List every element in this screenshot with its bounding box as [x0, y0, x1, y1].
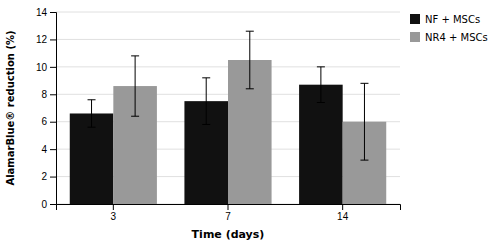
legend: NF + MSCs NR4 + MSCs — [410, 14, 488, 43]
y-tick-label: 10 — [36, 62, 48, 73]
y-axis: 0 2 4 6 8 10 12 14 — [36, 7, 57, 210]
y-tick-mark — [50, 12, 56, 13]
legend-item: NF + MSCs — [410, 14, 480, 25]
y-tick: 14 — [36, 7, 56, 18]
y-tick-label: 0 — [41, 199, 47, 210]
error-cap — [246, 88, 254, 89]
x-tick: 3 — [111, 204, 117, 222]
y-tick: 12 — [36, 34, 56, 45]
y-axis-title: AlamarBlue® reduction (%) — [5, 30, 16, 185]
error-bar — [206, 78, 207, 125]
y-tick-mark — [50, 39, 56, 40]
legend-label: NR4 + MSCs — [425, 32, 488, 43]
error-bar — [249, 31, 250, 89]
error-cap — [317, 66, 325, 67]
x-tick: 14 — [337, 204, 349, 222]
bar — [299, 85, 343, 204]
y-tick-mark — [50, 122, 56, 123]
x-axis-line — [57, 205, 401, 211]
marks — [70, 31, 386, 204]
x-tick-label: 3 — [111, 211, 117, 222]
y-tick-mark — [50, 67, 56, 68]
error-cap — [131, 55, 139, 56]
x-tick-mark — [228, 204, 229, 210]
y-tick: 6 — [41, 116, 56, 127]
error-cap — [131, 116, 139, 117]
error-cap — [88, 127, 96, 128]
y-tick: 4 — [41, 144, 56, 155]
error-cap — [317, 102, 325, 103]
y-tick-label: 14 — [36, 7, 48, 18]
error-bar — [135, 56, 136, 116]
grid-line — [56, 12, 400, 13]
y-tick-mark — [50, 204, 56, 205]
legend-item: NR4 + MSCs — [410, 32, 488, 43]
error-bars — [131, 31, 368, 160]
legend-swatch — [410, 32, 420, 42]
y-tick-mark — [50, 149, 56, 150]
x-axis-title: Time (days) — [192, 228, 265, 241]
legend-label: NF + MSCs — [425, 14, 480, 25]
y-tick-label: 4 — [41, 144, 47, 155]
error-cap — [360, 83, 368, 84]
plot: 3 7 14 0 2 4 6 8 10 12 14 — [36, 7, 401, 222]
error-cap — [246, 31, 254, 32]
legend-swatch — [410, 14, 420, 24]
x-tick-label: 14 — [337, 211, 349, 222]
error-bar — [91, 100, 92, 127]
grid-line — [56, 39, 400, 40]
error-bar — [364, 83, 365, 160]
y-tick-label: 6 — [41, 116, 47, 127]
y-tick-mark — [50, 94, 56, 95]
y-tick-mark — [50, 177, 56, 178]
error-bar — [320, 67, 321, 103]
x-tick-mark — [113, 204, 114, 210]
error-cap — [202, 124, 210, 125]
y-tick-label: 2 — [41, 171, 47, 182]
y-tick: 2 — [41, 171, 56, 182]
y-tick: 8 — [41, 89, 56, 100]
y-tick-label: 12 — [36, 34, 48, 45]
y-axis-line — [50, 13, 57, 205]
grid — [56, 12, 400, 204]
error-cap — [88, 99, 96, 100]
error-cap — [360, 160, 368, 161]
chart: 3 7 14 0 2 4 6 8 10 12 14 Time (days) AlamarBlue® re… — [0, 0, 500, 246]
bar — [70, 113, 114, 204]
x-tick-mark — [342, 204, 343, 210]
y-tick: 10 — [36, 62, 56, 73]
x-tick: 7 — [225, 204, 231, 222]
y-tick: 0 — [41, 199, 56, 210]
y-tick-label: 8 — [41, 89, 47, 100]
x-tick-label: 7 — [225, 211, 231, 222]
x-axis: 3 7 14 — [57, 204, 401, 222]
error-cap — [202, 77, 210, 78]
